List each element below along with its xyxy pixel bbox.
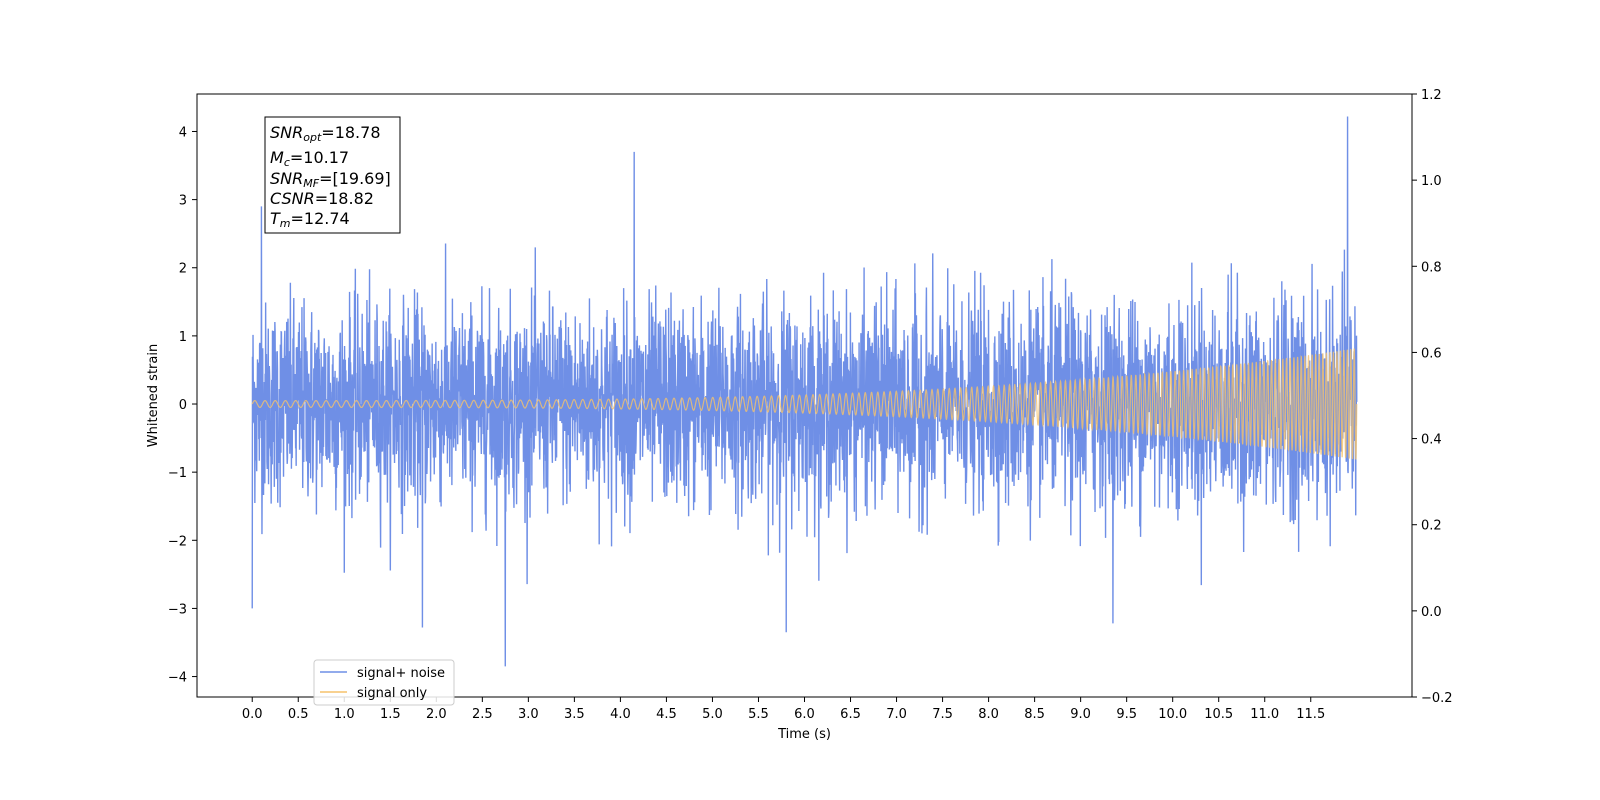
annotation-box: SNRopt=18.78Mc=10.17SNRMF=[19.69]CSNR=18… <box>264 116 401 234</box>
x-tick-label: 1.0 <box>334 707 355 722</box>
axes: 0.0 0.5 1.0 1.5 2.0 2.5 3.0 3.5 4.0 4.5 5.0 5.5 6.0 6… <box>146 88 1453 742</box>
x-tick-label: 5.0 <box>702 707 723 722</box>
x-tick-label: 4.5 <box>656 707 677 722</box>
series-signal-only-line <box>251 348 1358 460</box>
y-tick-label: −1 <box>168 466 187 481</box>
annotation-frame <box>264 116 401 234</box>
x-tick-label: 8.0 <box>978 707 999 722</box>
y-tick-label: 3 <box>179 194 187 209</box>
x-tick-label: 5.5 <box>748 707 769 722</box>
y-tick-label: −3 <box>168 602 187 617</box>
y-right-tick-label: 0.8 <box>1421 260 1442 275</box>
x-tick-label: 3.0 <box>518 707 539 722</box>
x-tick-label: 1.5 <box>380 707 401 722</box>
y-right-tick-label: −0.2 <box>1421 691 1453 706</box>
x-tick-label: 0.5 <box>288 707 309 722</box>
y-right-tick-label: 1.2 <box>1421 88 1442 103</box>
x-tick-label: 3.5 <box>564 707 585 722</box>
x-axis-label: Time (s) <box>777 727 831 742</box>
annotation-subscript: c <box>284 156 290 169</box>
annotation-symbol: SNR <box>270 169 303 188</box>
x-tick-label: 7.5 <box>932 707 953 722</box>
y-tick-label: 0 <box>179 398 187 413</box>
annotation-line: SNRMF=[19.69] <box>270 169 391 190</box>
y-right-tick-label: 0.4 <box>1421 433 1442 448</box>
annotation-subscript: MF <box>303 177 319 190</box>
plot-area <box>251 116 1358 667</box>
annotation-line: SNRopt=18.78 <box>270 123 381 144</box>
annotation-value: =18.78 <box>321 123 380 142</box>
x-tick-label: 2.0 <box>426 707 447 722</box>
y-right-tick-label: 0.6 <box>1421 346 1442 361</box>
annotation-value: =10.17 <box>290 148 349 167</box>
x-tick-label: 10.0 <box>1158 707 1187 722</box>
legend: signal+ noise signal only <box>313 659 455 706</box>
legend-label: signal+ noise <box>357 666 445 681</box>
annotation-line: Tm=12.74 <box>270 209 350 230</box>
annotation-symbol: M <box>270 148 284 167</box>
x-tick-label: 7.0 <box>886 707 907 722</box>
x-tick-label: 0.0 <box>242 707 263 722</box>
legend-label: signal only <box>357 686 427 701</box>
y-right-tick-label: 0.0 <box>1421 605 1442 620</box>
y-tick-label: 2 <box>179 262 187 277</box>
annotation-value: =12.74 <box>291 209 350 228</box>
x-tick-label: 4.0 <box>610 707 631 722</box>
x-tick-label: 11.5 <box>1296 707 1325 722</box>
x-tick-label: 8.5 <box>1024 707 1045 722</box>
y-right-tick-label: 1.0 <box>1421 174 1442 189</box>
annotation-symbol: T <box>270 209 281 228</box>
x-tick-label: 9.0 <box>1070 707 1091 722</box>
x-tick-label: 2.5 <box>472 707 493 722</box>
y-tick-label: −4 <box>168 671 187 686</box>
y-tick-label: 1 <box>179 330 187 345</box>
y-axis-label: Whitened strain <box>146 344 161 447</box>
annotation-subscript: opt <box>303 131 322 144</box>
annotation-value: =18.82 <box>315 189 374 208</box>
annotation-symbol: SNR <box>270 123 303 142</box>
annotation-symbol: CSNR <box>270 189 315 208</box>
x-tick-label: 9.5 <box>1116 707 1137 722</box>
y-tick-label: 4 <box>179 125 187 140</box>
annotation-line: CSNR=18.82 <box>270 189 374 208</box>
legend-frame <box>313 659 455 706</box>
x-tick-label: 10.5 <box>1204 707 1233 722</box>
annotation-value: =[19.69] <box>319 169 391 188</box>
series-signal-noise-line <box>251 116 1358 667</box>
y-right-tick-label: 0.2 <box>1421 519 1442 534</box>
x-tick-label: 6.0 <box>794 707 815 722</box>
annotation-line: Mc=10.17 <box>270 148 349 169</box>
x-tick-label: 6.5 <box>840 707 861 722</box>
x-tick-label: 11.0 <box>1250 707 1279 722</box>
y-tick-label: −2 <box>168 534 187 549</box>
annotation-subscript: m <box>280 217 291 230</box>
